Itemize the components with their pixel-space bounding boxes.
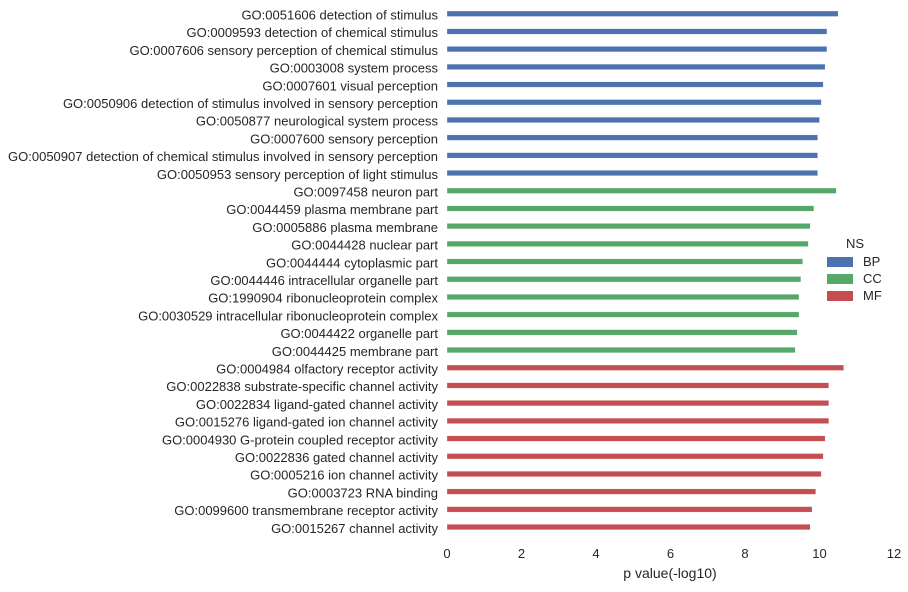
bar-bp-4 — [446, 63, 826, 70]
legend: NS BP CC MF — [827, 236, 882, 303]
bar-mf-10 — [446, 524, 811, 530]
bar-cc-4 — [446, 240, 809, 247]
category-label: GO:0005216 ion channel activity — [250, 468, 438, 483]
bar-bp-9 — [446, 152, 818, 159]
category-label: GO:0015267 channel activity — [271, 521, 438, 536]
bar-cc-6 — [446, 276, 802, 283]
category-label: GO:0015276 ligand-gated ion channel acti… — [175, 415, 439, 430]
legend-label-cc: CC — [863, 271, 882, 286]
bar-bp-5 — [446, 81, 824, 88]
category-label: GO:0044446 intracellular organelle part — [210, 273, 438, 288]
category-label: GO:0044425 membrane part — [272, 344, 439, 359]
bar-mf-2 — [446, 382, 829, 389]
category-label: GO:0007600 sensory perception — [250, 131, 438, 146]
category-label: GO:0022834 ligand-gated channel activity — [196, 397, 439, 412]
category-label: GO:0003723 RNA binding — [288, 485, 438, 500]
category-labels: GO:0051606 detection of stimulus GO:00095… — [8, 8, 438, 536]
category-label: GO:0044428 nuclear part — [291, 238, 438, 253]
category-label: GO:0097458 neuron part — [293, 185, 438, 200]
bars-layer — [446, 10, 844, 530]
bar-mf-4 — [446, 417, 829, 424]
bar-mf-9 — [446, 506, 813, 513]
x-tick-label: 4 — [592, 546, 599, 561]
category-label: GO:0004930 G-protein coupled receptor ac… — [162, 432, 439, 447]
category-label: GO:0003008 system process — [270, 61, 439, 76]
x-tick-label: 2 — [518, 546, 525, 561]
bar-mf-7 — [446, 471, 822, 477]
category-label: GO:0050906 detection of stimulus involve… — [63, 96, 438, 111]
category-label: GO:0044444 cytoplasmic part — [266, 255, 438, 270]
bar-bp-6 — [446, 99, 822, 106]
bar-cc-9 — [446, 329, 798, 336]
x-tick-label: 0 — [443, 546, 450, 561]
bar-mf-3 — [446, 400, 829, 407]
category-label: GO:0050953 sensory perception of light s… — [157, 167, 439, 182]
x-tick-label: 8 — [741, 546, 748, 561]
category-label: GO:0050877 neurological system process — [196, 114, 439, 129]
category-label: GO:0099600 transmembrane receptor activi… — [174, 503, 438, 518]
legend-swatch-mf — [827, 291, 853, 301]
bar-bp-2 — [446, 28, 828, 35]
x-axis: 0 2 4 6 8 10 12 — [443, 546, 901, 561]
bar-cc-1 — [446, 187, 837, 194]
bar-bp-7 — [446, 117, 820, 123]
bar-cc-8 — [446, 311, 800, 318]
category-label: GO:0005886 plasma membrane — [252, 220, 438, 235]
x-tick-label: 10 — [812, 546, 826, 561]
category-label: GO:0044459 plasma membrane part — [226, 202, 438, 217]
bar-cc-2 — [446, 205, 815, 212]
bar-mf-1 — [446, 364, 844, 371]
category-label: GO:0051606 detection of stimulus — [241, 8, 438, 23]
bar-cc-5 — [446, 258, 803, 265]
x-tick-label: 12 — [887, 546, 901, 561]
category-label: GO:0030529 intracellular ribonucleoprote… — [138, 308, 438, 323]
bar-mf-6 — [446, 453, 824, 460]
category-label: GO:1990904 ribonucleoprotein complex — [208, 291, 438, 306]
x-tick-label: 6 — [667, 546, 674, 561]
legend-label-bp: BP — [863, 254, 880, 269]
x-axis-label: p value(-log10) — [623, 565, 716, 581]
category-label: GO:0004984 olfactory receptor activity — [216, 362, 438, 377]
legend-swatch-cc — [827, 274, 853, 284]
bar-bp-8 — [446, 134, 818, 141]
category-label: GO:0022838 substrate-specific channel ac… — [166, 379, 438, 394]
bar-bp-1 — [446, 10, 839, 17]
category-label: GO:0007606 sensory perception of chemica… — [129, 43, 438, 58]
legend-label-mf: MF — [863, 288, 882, 303]
category-label: GO:0044422 organelle part — [280, 326, 438, 341]
category-label: GO:0022836 gated channel activity — [235, 450, 439, 465]
bar-mf-8 — [446, 488, 816, 495]
bar-cc-10 — [446, 347, 796, 353]
bar-cc-3 — [446, 223, 811, 230]
category-label: GO:0007601 visual perception — [262, 78, 438, 93]
bar-cc-7 — [446, 294, 800, 300]
category-label: GO:0050907 detection of chemical stimulu… — [8, 149, 438, 164]
bar-bp-3 — [446, 46, 828, 53]
legend-title: NS — [846, 236, 864, 251]
bar-mf-5 — [446, 435, 826, 442]
legend-swatch-bp — [827, 257, 853, 267]
bar-bp-10 — [446, 170, 818, 176]
category-label: GO:0009593 detection of chemical stimulu… — [187, 25, 439, 40]
